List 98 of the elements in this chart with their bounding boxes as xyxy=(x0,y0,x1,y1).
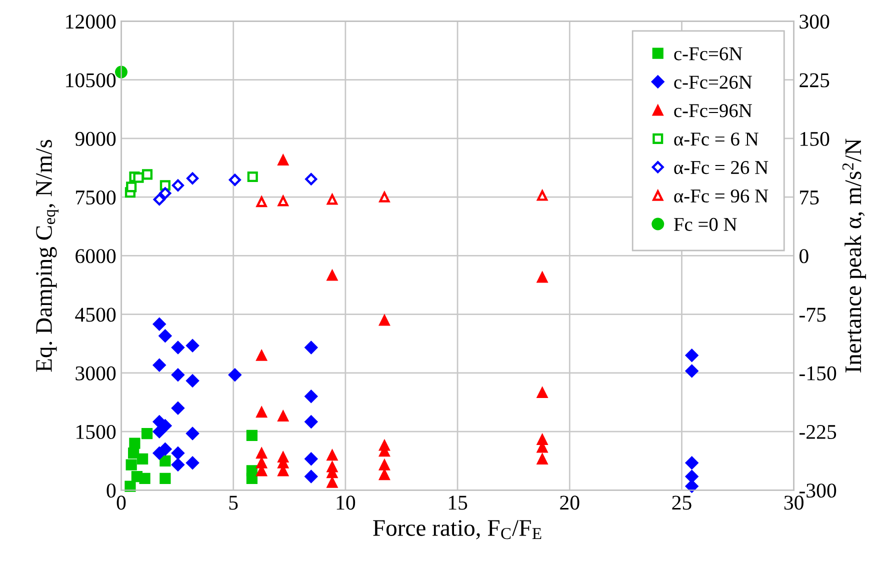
point xyxy=(228,174,241,186)
point xyxy=(326,476,338,488)
point xyxy=(326,449,338,461)
point xyxy=(379,192,390,202)
point xyxy=(186,456,200,470)
y-tick-label: 3000 xyxy=(76,366,116,380)
legend-label: α-Fc = 26 N xyxy=(674,161,768,174)
point xyxy=(246,472,258,484)
y-tick-label: 0 xyxy=(106,484,116,498)
point xyxy=(160,472,171,484)
x-tick-label: 10 xyxy=(336,496,356,510)
y-tick-label: 4500 xyxy=(75,308,116,322)
y-tick-label: 12000 xyxy=(66,14,116,29)
point xyxy=(247,172,258,182)
point xyxy=(256,448,268,459)
point xyxy=(126,459,137,470)
point xyxy=(228,368,242,382)
y-tick-label: 10500 xyxy=(66,73,116,88)
point xyxy=(378,459,390,470)
point xyxy=(304,390,318,403)
point xyxy=(536,386,548,398)
point xyxy=(278,410,289,422)
point xyxy=(685,364,698,378)
point xyxy=(141,428,153,440)
point xyxy=(256,406,268,418)
point xyxy=(153,193,166,206)
point xyxy=(685,456,698,470)
y-tick-label: 6000 xyxy=(76,249,116,264)
y2-tick-label: -150 xyxy=(799,366,836,380)
point xyxy=(129,438,140,449)
point xyxy=(142,169,153,180)
point xyxy=(136,453,148,464)
point xyxy=(152,446,166,460)
point xyxy=(171,402,185,415)
y2-tick-label: 225 xyxy=(800,73,830,88)
y2-tick-label: -75 xyxy=(799,308,826,322)
point xyxy=(326,194,338,205)
x-tick-label: 0 xyxy=(116,496,126,510)
point xyxy=(186,374,200,388)
y2-axis-title: Inertance peak α, m/s$^{2}$/N xyxy=(842,138,866,372)
point xyxy=(326,270,338,281)
y-tick-label: 1500 xyxy=(76,424,116,440)
point xyxy=(256,196,267,208)
y-tick-label: 9000 xyxy=(75,132,116,146)
x-tick-label: 30 xyxy=(784,496,804,510)
x-axis-title: Force ratio, F$_{C}$/F$_{E}$ xyxy=(373,520,542,540)
point xyxy=(685,480,698,493)
point xyxy=(536,453,548,464)
x-tick-label: 20 xyxy=(560,496,580,510)
point xyxy=(378,469,390,480)
point xyxy=(152,318,166,331)
point xyxy=(152,358,166,372)
point xyxy=(304,415,318,428)
y2-tick-label: 150 xyxy=(800,132,830,146)
point xyxy=(685,470,698,484)
y2-tick-label: 0 xyxy=(800,249,808,264)
y2-tick-label: -300 xyxy=(799,484,836,498)
point xyxy=(304,340,318,354)
point xyxy=(186,426,200,440)
legend-label: c-Fc=6N xyxy=(674,47,742,60)
point xyxy=(171,368,185,382)
point xyxy=(160,455,171,466)
y-tick-label: 7500 xyxy=(76,190,116,205)
point xyxy=(278,196,288,206)
point xyxy=(378,314,390,326)
point xyxy=(186,172,199,184)
point xyxy=(133,172,144,183)
legend-label: c-Fc=26N xyxy=(674,76,752,89)
x-tick-label: 15 xyxy=(448,496,468,510)
point xyxy=(685,348,698,362)
point xyxy=(304,470,318,484)
point xyxy=(246,430,258,442)
y-axis-title: Eq. Damping C$_{eq}$, N/m/s xyxy=(36,140,58,372)
point xyxy=(126,182,137,192)
point xyxy=(536,272,548,283)
point xyxy=(186,339,200,352)
point xyxy=(278,154,289,166)
x-tick-label: 25 xyxy=(672,496,692,510)
point xyxy=(158,329,172,342)
legend-label: c-Fc=96N xyxy=(674,104,752,118)
legend-label: Fc =0 N xyxy=(674,218,737,231)
point xyxy=(171,458,185,472)
legend-label: α-Fc = 96 N xyxy=(674,189,768,203)
point xyxy=(171,340,185,354)
point xyxy=(152,424,166,438)
point xyxy=(172,179,184,192)
point xyxy=(305,173,318,186)
point xyxy=(171,446,185,460)
point xyxy=(139,472,150,484)
x-tick-label: 5 xyxy=(229,496,238,510)
point xyxy=(256,350,268,361)
point xyxy=(304,452,318,466)
point xyxy=(537,190,548,201)
point xyxy=(159,187,172,200)
y2-tick-label: 75 xyxy=(800,190,819,205)
legend-label: α-Fc = 6 N xyxy=(674,132,758,146)
y2-tick-label: -225 xyxy=(799,425,836,440)
y2-tick-label: 300 xyxy=(800,14,830,29)
